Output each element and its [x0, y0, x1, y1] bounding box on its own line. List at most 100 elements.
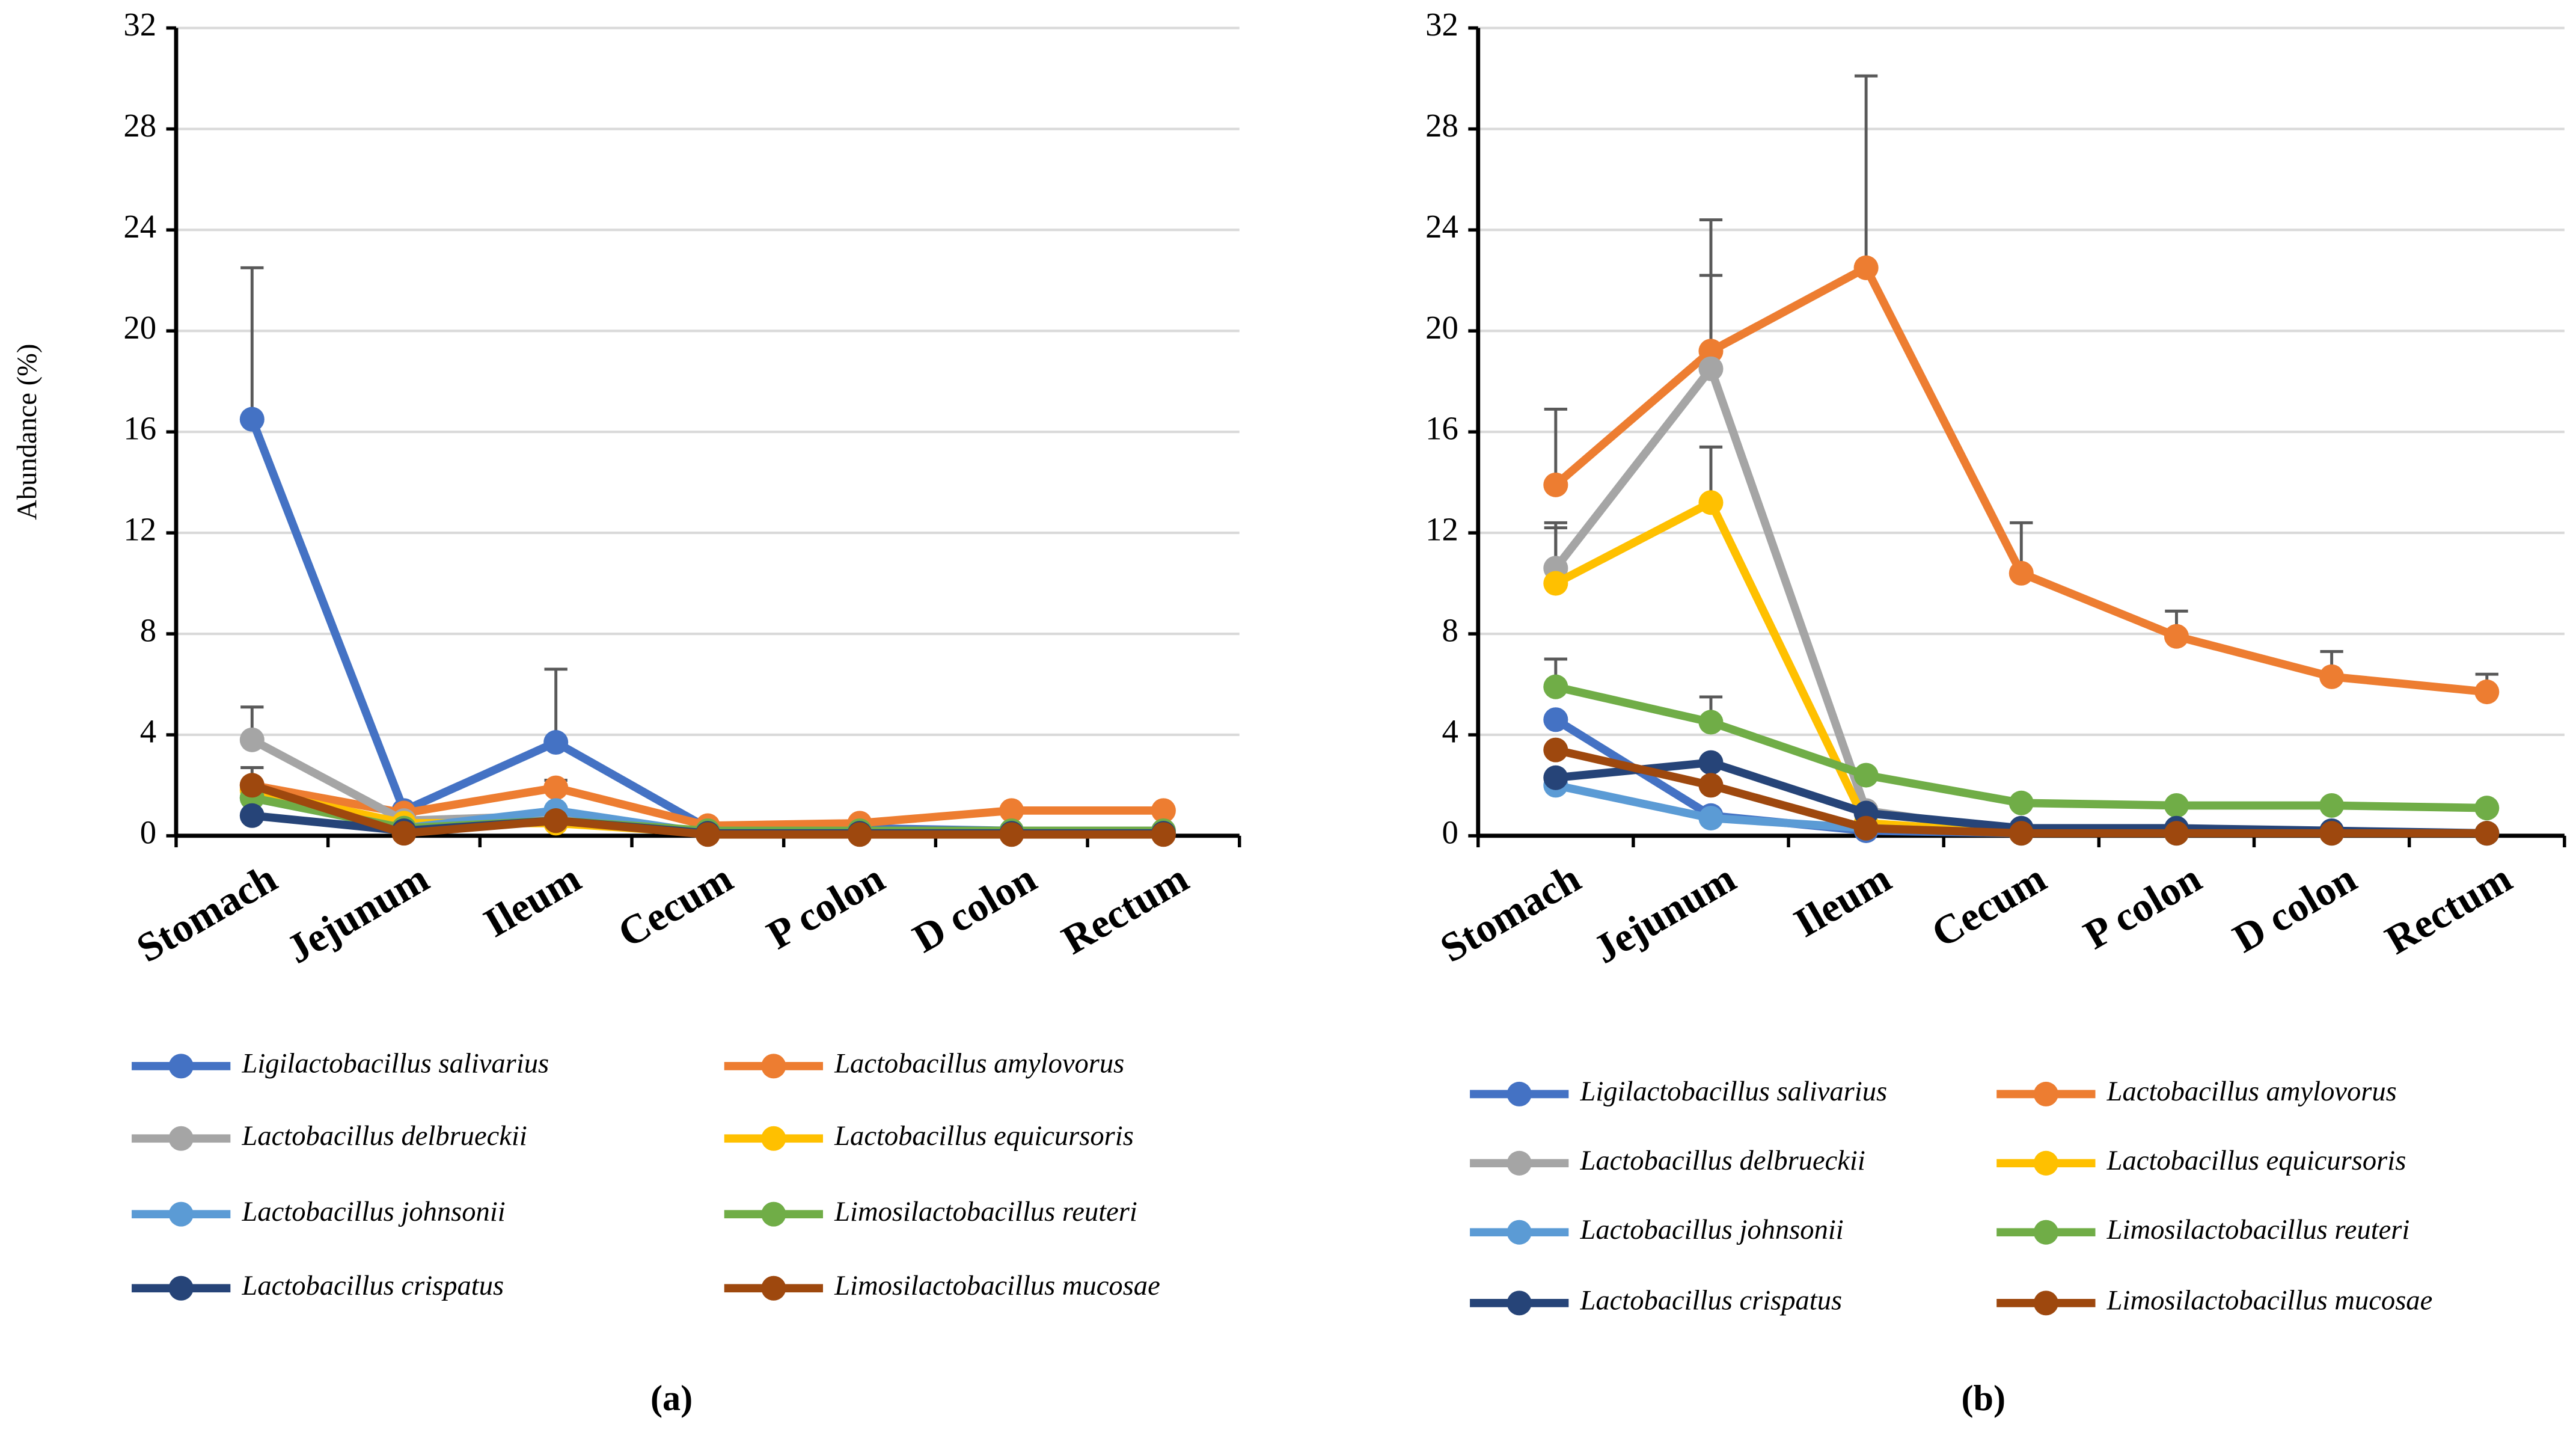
- data-point: [1698, 750, 1724, 775]
- legend-item: Lactobacillus johnsonii: [132, 1197, 506, 1227]
- data-point: [999, 798, 1024, 823]
- legend-marker: [1507, 1220, 1532, 1245]
- x-tick-label: D colon: [905, 855, 1044, 962]
- data-point: [543, 775, 569, 800]
- y-tick-label: 32: [123, 6, 156, 43]
- legend-label: Limosilactobacillus reuteri: [2106, 1215, 2410, 1245]
- legend-item: Lactobacillus equicursoris: [724, 1121, 1134, 1152]
- data-point: [239, 727, 265, 752]
- legend-item: Ligilactobacillus salivarius: [1470, 1076, 1887, 1107]
- x-tick-label: Stomach: [1433, 855, 1588, 971]
- legend-label: Limosilactobacillus mucosae: [834, 1271, 1160, 1301]
- y-tick-label: 32: [1425, 6, 1458, 43]
- x-tick-label: Cecum: [610, 855, 740, 956]
- legend-item: Limosilactobacillus reuteri: [1996, 1215, 2409, 1245]
- y-tick-label: 20: [1425, 309, 1458, 346]
- data-point: [1698, 710, 1724, 735]
- data-point: [2474, 680, 2500, 705]
- y-tick-label: 24: [123, 208, 156, 245]
- legend-marker: [761, 1275, 786, 1301]
- legend-item: Ligilactobacillus salivarius: [132, 1049, 549, 1079]
- legend-item: Lactobacillus delbrueckii: [1470, 1146, 1865, 1176]
- x-tick-label: Jejunum: [1586, 855, 1743, 972]
- data-point: [391, 821, 417, 846]
- data-point: [1698, 773, 1724, 798]
- legend-label: Limosilactobacillus mucosae: [2106, 1286, 2433, 1316]
- legend-label: Lactobacillus equicursoris: [2106, 1146, 2406, 1176]
- legend-label: Lactobacillus equicursoris: [834, 1121, 1134, 1152]
- y-tick-label: 4: [1442, 713, 1458, 750]
- legend-marker: [2033, 1290, 2058, 1316]
- data-point: [999, 822, 1024, 847]
- legend-marker: [2033, 1150, 2058, 1176]
- x-tick-label: P colon: [2076, 855, 2209, 958]
- x-tick-label: Jejunum: [279, 855, 436, 972]
- data-point: [1853, 255, 1879, 280]
- y-tick-label: 8: [140, 612, 156, 649]
- y-tick-label: 8: [1442, 612, 1458, 649]
- x-tick-label: Ileum: [1787, 855, 1898, 946]
- y-tick-label: 20: [123, 309, 156, 346]
- data-point: [1151, 798, 1176, 823]
- data-point: [1543, 674, 1568, 699]
- legend-marker: [2033, 1081, 2058, 1106]
- legend-item: Limosilactobacillus reuteri: [724, 1197, 1137, 1227]
- data-point: [239, 773, 265, 798]
- legend-label: Ligilactobacillus salivarius: [1579, 1076, 1887, 1107]
- data-point: [239, 803, 265, 828]
- data-point: [2008, 821, 2034, 846]
- x-tick-label: D colon: [2226, 855, 2364, 962]
- data-point: [2319, 664, 2345, 689]
- error-bar: [1854, 74, 1878, 268]
- error-bar: [1544, 407, 1567, 485]
- legend-item: Limosilactobacillus mucosae: [724, 1271, 1160, 1301]
- legend-label: Lactobacillus amylovorus: [2106, 1076, 2397, 1107]
- legend-marker: [168, 1201, 194, 1227]
- data-point: [1698, 805, 1724, 830]
- data-point: [2474, 796, 2500, 821]
- legend-marker: [168, 1275, 194, 1301]
- data-point: [2164, 821, 2189, 846]
- legend-item: Limosilactobacillus mucosae: [1996, 1286, 2432, 1316]
- legend-item: Lactobacillus equicursoris: [1996, 1146, 2406, 1176]
- data-point: [1543, 571, 1568, 596]
- data-point: [2319, 793, 2345, 818]
- data-point: [847, 822, 872, 847]
- legend-item: Lactobacillus johnsonii: [1470, 1215, 1844, 1245]
- data-point: [695, 822, 720, 847]
- x-tick-label: Stomach: [129, 855, 284, 971]
- legend-label: Limosilactobacillus reuteri: [834, 1197, 1137, 1227]
- legend-item: Lactobacillus amylovorus: [1996, 1076, 2397, 1107]
- y-tick-label: 12: [123, 511, 156, 548]
- legend-item: Lactobacillus crispatus: [1470, 1286, 1842, 1316]
- data-point: [2164, 624, 2189, 649]
- legend-label: Lactobacillus delbrueckii: [1579, 1146, 1865, 1176]
- y-tick-label: 12: [1425, 511, 1458, 548]
- data-point: [543, 730, 569, 755]
- legend-marker: [761, 1126, 786, 1151]
- legend-item: Lactobacillus delbrueckii: [132, 1121, 527, 1152]
- data-point: [1543, 707, 1568, 732]
- legend-marker: [1507, 1290, 1532, 1316]
- legend-marker: [761, 1201, 786, 1227]
- legend-marker: [2033, 1220, 2058, 1245]
- data-point: [2008, 790, 2034, 815]
- data-point: [1853, 815, 1879, 841]
- x-tick-label: Ileum: [476, 855, 588, 946]
- legend-marker: [168, 1126, 194, 1151]
- error-bar: [240, 266, 264, 420]
- x-tick-label: Cecum: [1924, 855, 2054, 956]
- data-point: [1151, 822, 1176, 847]
- y-tick-label: 0: [1442, 814, 1458, 850]
- y-tick-label: 28: [123, 107, 156, 144]
- legend-label: Lactobacillus crispatus: [1579, 1286, 1842, 1316]
- data-point: [2008, 560, 2034, 586]
- legend-label: Lactobacillus johnsonii: [241, 1197, 505, 1227]
- legend-label: Lactobacillus crispatus: [241, 1271, 504, 1301]
- data-point: [2164, 793, 2189, 818]
- data-point: [1698, 490, 1724, 515]
- data-point: [543, 808, 569, 833]
- x-tick-label: Rectum: [1054, 855, 1196, 963]
